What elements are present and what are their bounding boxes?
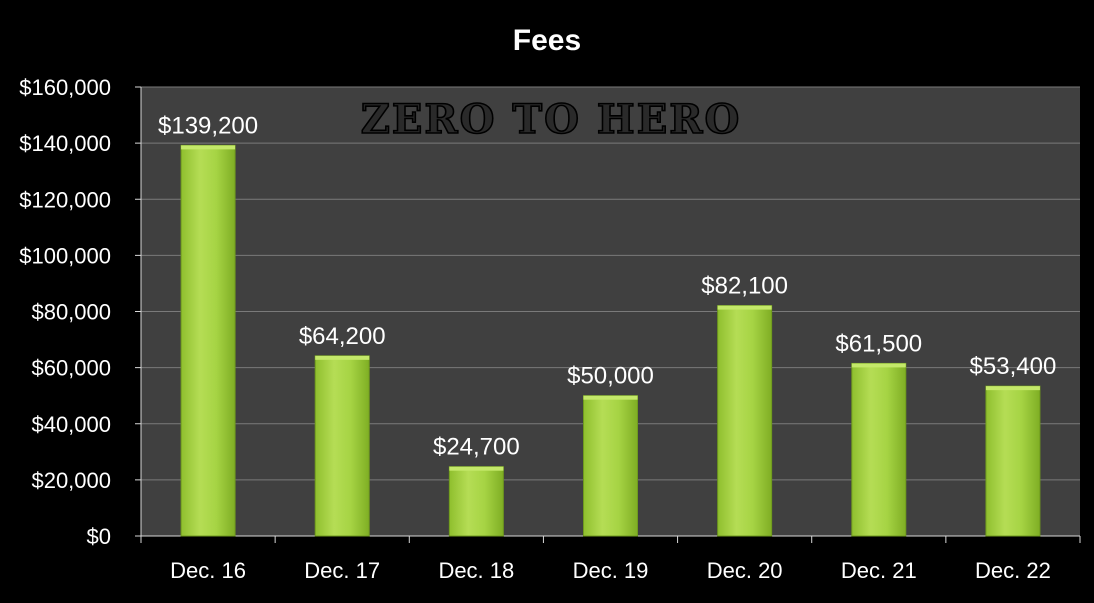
bar-top-highlight [717, 305, 772, 310]
x-tick-label: Dec. 20 [707, 558, 783, 583]
bar [985, 385, 1041, 537]
y-tick-label: $160,000 [19, 75, 111, 100]
x-tick-labels: Dec. 16 Dec. 17 Dec. 18 Dec. 19 Dec. 20 Dec. … [170, 558, 1051, 583]
y-tick-label: $60,000 [31, 356, 111, 381]
data-label: $50,000 [567, 363, 654, 390]
bar-top-highlight [315, 355, 370, 360]
bar-top-highlight [851, 363, 906, 368]
y-tick-label: $0 [87, 524, 111, 549]
bar [448, 466, 504, 537]
data-labels: $139,200 $64,200 $24,700 $50,000 $82,100 $61,… [158, 112, 1056, 460]
data-label: $64,200 [299, 323, 386, 350]
y-tick-label: $20,000 [31, 468, 111, 493]
bar [717, 305, 773, 537]
bar [180, 144, 236, 537]
data-label: $61,500 [835, 330, 922, 357]
y-tick-labels: $0 $20,000 $40,000 $60,000 $80,000 $100,000 $1… [19, 75, 111, 549]
x-tick-label: Dec. 22 [975, 558, 1051, 583]
x-tick-label: Dec. 17 [304, 558, 380, 583]
data-label: $139,200 [158, 112, 258, 139]
y-tick-label: $120,000 [19, 187, 111, 212]
y-tick-label: $80,000 [31, 300, 111, 325]
bar-top-highlight [449, 466, 504, 471]
data-label: $82,100 [701, 273, 788, 300]
chart-title: Fees [513, 24, 581, 57]
bar-top-highlight [985, 386, 1040, 391]
bar-top-highlight [181, 145, 236, 150]
bar [583, 395, 638, 537]
watermark-text: ZERO TO HERO [361, 96, 742, 143]
bar [851, 362, 907, 537]
x-tick-label: Dec. 16 [170, 558, 246, 583]
y-tick-label: $100,000 [19, 243, 111, 268]
data-label: $24,700 [433, 434, 520, 461]
x-tick-label: Dec. 19 [573, 558, 649, 583]
x-tick-label: Dec. 18 [438, 558, 514, 583]
bar-top-highlight [583, 395, 638, 400]
x-tick-label: Dec. 21 [841, 558, 917, 583]
y-tick-label: $140,000 [19, 131, 111, 156]
data-label: $53,400 [970, 353, 1057, 380]
y-tick-label: $40,000 [31, 412, 111, 437]
bar [314, 355, 370, 537]
bars [180, 144, 1041, 537]
